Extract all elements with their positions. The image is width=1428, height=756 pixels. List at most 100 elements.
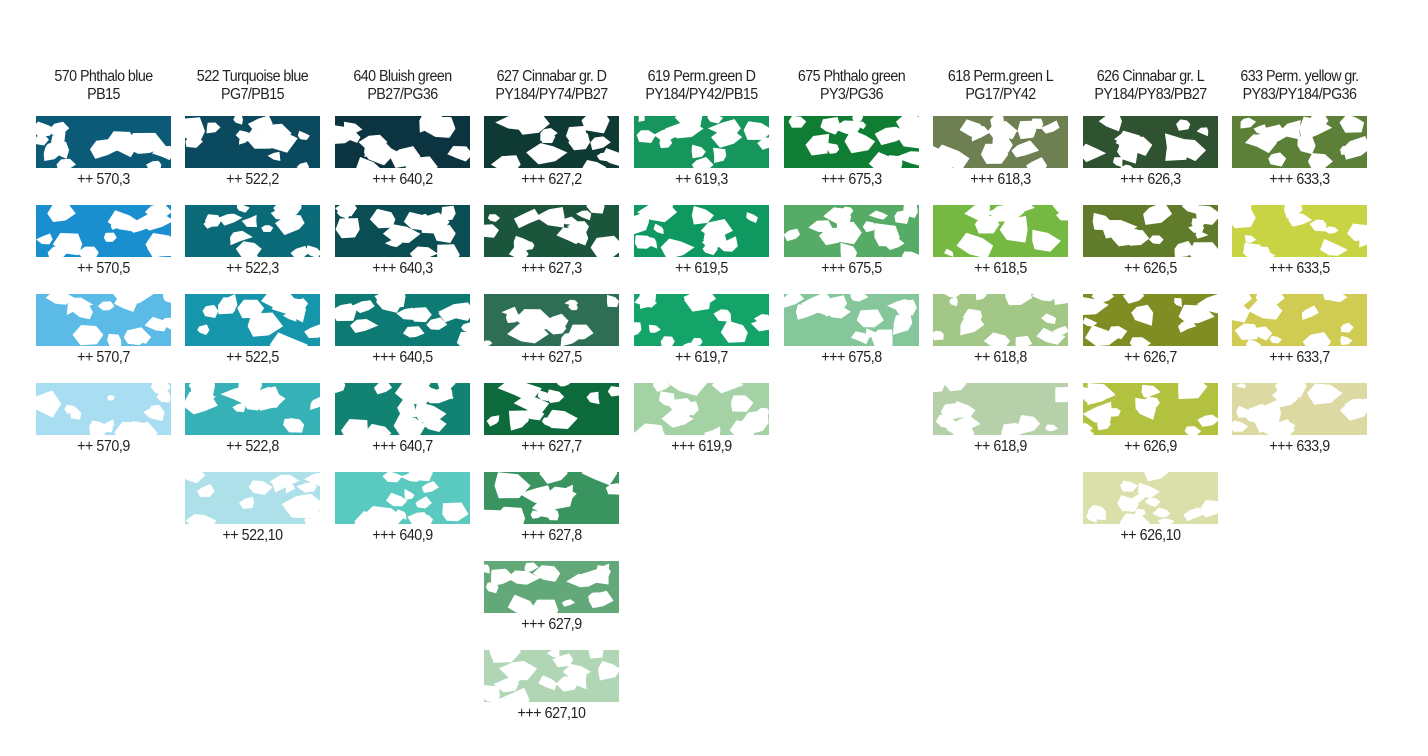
color-swatch (1083, 294, 1218, 346)
shade-code: ++ 626,9 (1124, 438, 1177, 455)
swatch-texture (484, 116, 619, 168)
swatch-texture (933, 383, 1068, 435)
color-swatch (36, 294, 171, 346)
swatch-texture (335, 205, 470, 257)
shade-code: ++ 570,3 (77, 171, 130, 188)
pigment-codes: PB15 (87, 86, 120, 103)
chalk-texture (335, 116, 470, 168)
swatch-texture (484, 472, 619, 524)
swatch-texture (484, 205, 619, 257)
chalk-texture (335, 205, 460, 257)
swatch-texture (1083, 383, 1218, 435)
swatch-texture (185, 116, 320, 168)
color-swatch (1232, 116, 1367, 168)
color-swatch (335, 294, 470, 346)
chalk-texture (1083, 294, 1218, 346)
chalk-texture (634, 383, 769, 435)
swatch-texture (484, 650, 619, 702)
swatch-texture (185, 205, 320, 257)
color-swatch (36, 205, 171, 257)
pigment-codes: PG7/PB15 (221, 86, 285, 103)
shade-code: ++ 570,9 (77, 438, 130, 455)
shade-code: ++ 619,7 (675, 349, 728, 366)
shade-code: +++ 675,3 (821, 171, 882, 188)
color-swatch (335, 116, 470, 168)
pigment-codes: PY184/PY83/PB27 (1094, 86, 1207, 103)
swatch-texture (36, 383, 171, 435)
chalk-texture (636, 116, 769, 168)
swatch-texture (185, 294, 320, 346)
shade-code: +++ 627,5 (521, 349, 582, 366)
chalk-texture (484, 205, 619, 257)
color-swatch (634, 116, 769, 168)
shade-code: +++ 627,7 (521, 438, 582, 455)
column-header: 675 Phthalo green PY3/PG36 (782, 68, 921, 104)
pigment-codes: PB27/PG36 (367, 86, 438, 103)
color-swatch (484, 561, 619, 613)
chalk-texture (1083, 383, 1218, 435)
swatch-texture (634, 116, 769, 168)
color-swatch (36, 116, 171, 168)
swatch-texture (185, 383, 320, 435)
shade-code: ++ 618,8 (974, 349, 1027, 366)
shade-code: ++ 522,2 (226, 171, 279, 188)
swatch-texture (1232, 205, 1367, 257)
color-swatch (1083, 472, 1218, 524)
color-name: 619 Perm.green D (647, 68, 756, 85)
column-header: 640 Bluish green PB27/PG36 (333, 68, 472, 104)
color-swatch (933, 294, 1068, 346)
chalk-texture (45, 294, 171, 346)
chalk-texture (486, 383, 619, 431)
chalk-texture (36, 205, 171, 257)
shade-code: ++ 522,5 (226, 349, 279, 366)
shade-code: +++ 627,2 (521, 171, 582, 188)
chalk-texture (1232, 294, 1354, 346)
shade-code: +++ 627,10 (517, 705, 586, 722)
color-name: 627 Cinnabar gr. D (496, 68, 607, 85)
swatch-texture (784, 116, 919, 168)
chalk-texture (203, 205, 320, 257)
shade-code: +++ 633,7 (1269, 349, 1330, 366)
chalk-texture (335, 294, 470, 346)
color-name: 640 Bluish green (353, 68, 452, 85)
shade-code: +++ 633,3 (1269, 171, 1330, 188)
chalk-texture (1092, 205, 1218, 257)
color-swatch (335, 472, 470, 524)
color-swatch (933, 116, 1068, 168)
swatch-texture (1232, 383, 1367, 435)
swatch-texture (1083, 294, 1218, 346)
color-swatch (185, 205, 320, 257)
swatch-texture (335, 383, 470, 435)
chalk-texture (36, 383, 171, 435)
color-swatch (1083, 205, 1218, 257)
color-swatch (1232, 383, 1367, 435)
color-swatch (933, 383, 1068, 435)
color-swatch (335, 205, 470, 257)
pigment-codes: PY184/PY74/PB27 (495, 86, 608, 103)
color-name: 618 Perm.green L (947, 68, 1054, 85)
shade-code: ++ 570,5 (77, 260, 130, 277)
swatch-texture (36, 294, 171, 346)
color-name: 522 Turquoise blue (196, 68, 309, 85)
chalk-texture (634, 205, 758, 257)
chalk-texture (484, 294, 619, 346)
column-header: 570 Phthalo blue PB15 (34, 68, 173, 104)
swatch-texture (484, 383, 619, 435)
color-swatch (784, 294, 919, 346)
chalk-texture (1232, 205, 1367, 257)
chalk-texture (1086, 472, 1218, 524)
color-swatch (484, 383, 619, 435)
chalk-texture (1240, 116, 1367, 168)
shade-code: ++ 619,3 (675, 171, 728, 188)
shade-code: +++ 627,3 (521, 260, 582, 277)
shade-code: +++ 675,8 (821, 349, 882, 366)
color-swatch (1083, 116, 1218, 168)
swatch-texture (36, 116, 171, 168)
swatch-texture (484, 561, 619, 613)
color-swatch (185, 294, 320, 346)
color-swatch (784, 116, 919, 168)
color-swatch (484, 116, 619, 168)
shade-code: +++ 626,3 (1120, 171, 1181, 188)
swatch-texture (484, 294, 619, 346)
column-header: 627 Cinnabar gr. D PY184/PY74/PB27 (482, 68, 621, 104)
